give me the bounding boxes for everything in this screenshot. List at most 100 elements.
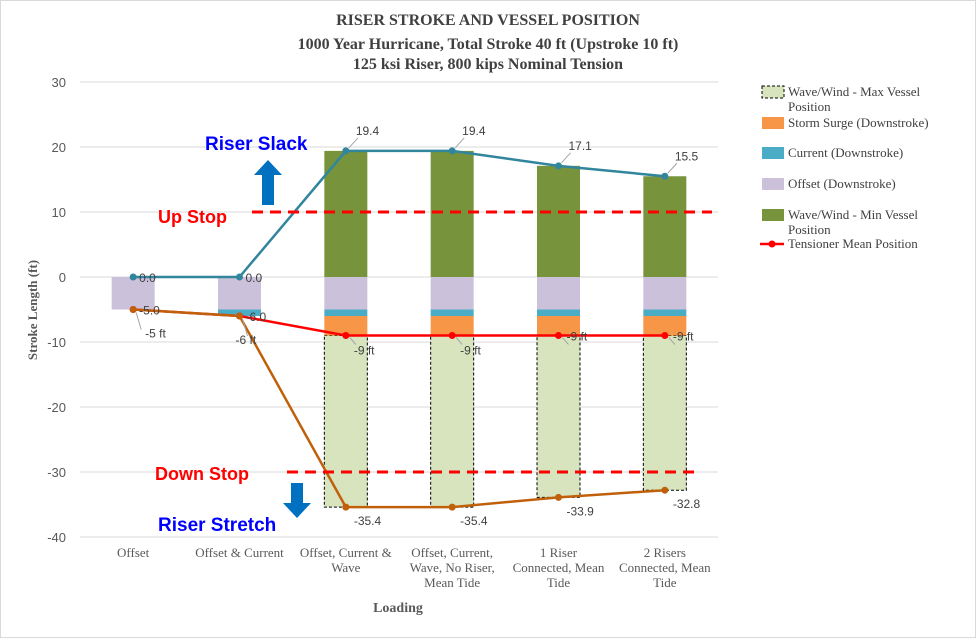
riser-stretch-label: Riser Stretch — [158, 515, 276, 536]
y-axis-ticks: 30 20 10 0 -10 -20 -30 -40 — [47, 75, 66, 545]
upper-line-point — [236, 273, 243, 281]
bar-segment-1-4 — [537, 316, 580, 336]
lower-line-label: -32.8 — [673, 497, 701, 511]
upper-line-point — [555, 162, 562, 170]
x-category-line: 1 Riser — [540, 545, 578, 560]
upper-line-label: 19.4 — [356, 124, 380, 138]
legend-label: Wave/Wind - Max Vessel Position — [788, 84, 921, 114]
down-stop-label: Down Stop — [155, 464, 249, 484]
x-category-label: 2 Risers Connected, Mean Tide — [619, 545, 711, 590]
bar-segment-4-4 — [537, 165, 580, 277]
chart-subtitle-line-2: 125 ksi Riser, 800 kips Nominal Tension — [353, 56, 623, 73]
bar-segment-2-5 — [643, 309, 687, 316]
lower-line-point — [236, 312, 243, 320]
upper-line-label: 0.0 — [246, 271, 263, 285]
y-tick-label: 0 — [59, 270, 66, 285]
legend-swatch — [762, 117, 784, 129]
legend-label-line: Position — [788, 99, 831, 114]
bar-segment-3-2 — [324, 277, 368, 310]
bar-segment-4-2 — [324, 150, 368, 277]
legend-swatch-marker — [768, 240, 776, 248]
x-category-line: 2 Risers — [644, 545, 686, 560]
tensioner-label: -9 ft — [460, 344, 481, 358]
bar-segment-2-2 — [324, 309, 368, 316]
bar-segment-1-2 — [324, 316, 368, 336]
upper-line-label: 15.5 — [675, 149, 699, 163]
bar-segment-2-4 — [537, 309, 580, 316]
x-category-label: 1 Riser Connected, Mean Tide — [513, 545, 605, 590]
up-arrow-icon — [254, 160, 282, 205]
tensioner-label-leader — [349, 337, 357, 345]
y-tick-label: 20 — [52, 140, 66, 155]
bar-segment-0-3 — [430, 335, 475, 508]
lower-line-point — [129, 306, 137, 313]
tensioner-label: -6 ft — [236, 333, 257, 347]
legend-swatch — [762, 209, 784, 221]
lower-line-point — [342, 503, 350, 511]
bar-segment-3-1 — [218, 277, 261, 310]
upper-line-point — [448, 147, 456, 155]
y-tick-label: -20 — [47, 400, 66, 415]
tensioner-label-leader — [242, 318, 248, 337]
legend-label: Tensioner Mean Position — [788, 236, 918, 251]
legend-label-line: Tensioner Mean Position — [788, 236, 918, 251]
upper-line-label: 0.0 — [139, 271, 156, 285]
bar-segment-3-4 — [537, 277, 580, 310]
tensioner-mean-line-point — [448, 332, 456, 339]
tensioner-label-leader — [455, 337, 463, 345]
lower-line-point — [555, 493, 562, 501]
tensioner-label: -9 ft — [673, 330, 694, 344]
y-tick-label: -30 — [47, 465, 66, 480]
x-category-line: Mean Tide — [424, 575, 480, 590]
legend-swatch — [762, 178, 784, 190]
x-category-line: Offset — [117, 545, 150, 560]
upper-line-label: 17.1 — [569, 139, 593, 153]
bar-segment-2-3 — [430, 309, 474, 316]
upper-line-point — [129, 273, 137, 281]
upper-label-leader — [454, 137, 465, 149]
legend-label: Wave/Wind - Min Vessel Position — [788, 207, 918, 237]
chart-subtitle-line-1: 1000 Year Hurricane, Total Stroke 40 ft … — [298, 36, 679, 53]
x-category-line: Offset, Current & — [300, 545, 392, 560]
x-category-line: Wave, No Riser, — [410, 560, 495, 575]
x-axis-categories: Offset Offset & Current Offset, Current & W… — [117, 545, 711, 590]
legend-label-line: Wave/Wind - Min Vessel — [788, 207, 918, 222]
bar-segment-1-5 — [643, 316, 687, 336]
data-labels: 0.0 0.0 19.4 19.4 17.1 15.5 -5 ft -6 ft -9 ft -9 … — [135, 124, 701, 528]
lower-line-point — [448, 503, 456, 511]
tensioner-mean-line-point — [661, 332, 669, 339]
legend-label: Offset (Downstroke) — [788, 176, 896, 191]
x-category-line: Offset, Current, — [411, 545, 493, 560]
riser-slack-label: Riser Slack — [205, 134, 308, 155]
lower-line-point — [661, 486, 669, 494]
x-category-line: Tide — [653, 575, 677, 590]
y-tick-label: 30 — [52, 75, 66, 90]
y-tick-label: -10 — [47, 335, 66, 350]
series-lines — [129, 147, 669, 511]
upper-line — [133, 149, 665, 279]
tensioner-label-leader — [668, 337, 676, 345]
legend-label-line: Current (Downstroke) — [788, 145, 903, 160]
x-category-line: Tide — [547, 575, 571, 590]
bar-segment-4-5 — [643, 176, 687, 277]
legend-label-line: Offset (Downstroke) — [788, 176, 896, 191]
tensioner-mean-line-point — [342, 332, 350, 339]
legend-label-line: Storm Surge (Downstroke) — [788, 115, 929, 130]
upper-line-label: 19.4 — [462, 124, 486, 138]
x-category-label: Offset & Current — [195, 545, 284, 560]
tensioner-label: -9 ft — [567, 330, 588, 344]
tensioner-label-leader — [562, 337, 569, 345]
stacked-bars — [111, 150, 687, 508]
x-category-line: Wave — [331, 560, 360, 575]
y-tick-label: -40 — [47, 530, 66, 545]
up-stop-label: Up Stop — [158, 207, 227, 227]
bar-segment-3-3 — [430, 277, 474, 310]
tensioner-label-leader — [135, 312, 142, 330]
x-category-line: Connected, Mean — [619, 560, 711, 575]
x-category-label: Offset, Current, Wave, No Riser, Mean Tide — [410, 545, 495, 590]
down-arrow-icon — [283, 483, 311, 518]
legend-label-line: Wave/Wind - Max Vessel — [788, 84, 921, 99]
lower-line-label: -33.9 — [567, 504, 595, 518]
